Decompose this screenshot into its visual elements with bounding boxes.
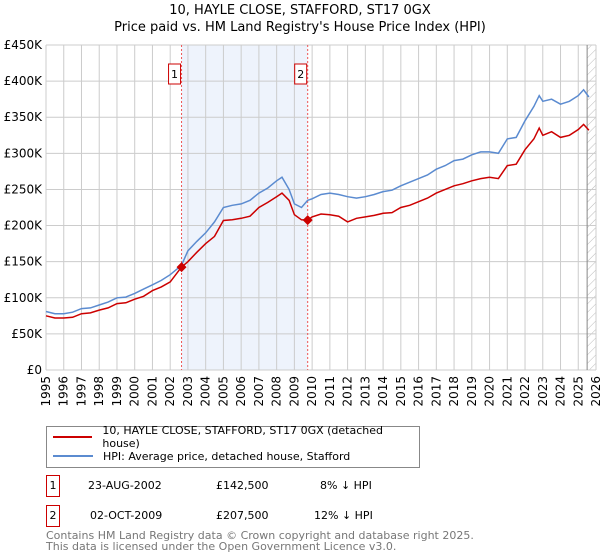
sale-point-marker (302, 215, 313, 226)
x-tick-label: 1995 (39, 376, 53, 407)
legend-item-hpi: HPI: Average price, detached house, Staf… (53, 448, 350, 464)
x-tick-label: 2013 (358, 376, 372, 407)
sale-date: 23-AUG-2002 (88, 479, 162, 492)
x-tick-label: 2011 (323, 376, 337, 407)
x-tick-label: 2025 (571, 376, 585, 407)
x-tick-label: 2010 (305, 376, 319, 407)
x-tick-label: 2002 (163, 376, 177, 407)
x-tick-label: 1997 (74, 376, 88, 407)
x-tick-label: 1996 (57, 376, 71, 407)
y-tick-label: £100K (4, 291, 44, 305)
legend-swatch-hpi (53, 455, 93, 457)
x-tick-label: 1999 (110, 376, 124, 407)
x-tick-label: 2018 (447, 376, 461, 407)
sale-hpi-diff: 8% ↓ HPI (320, 479, 372, 492)
y-tick-label: £250K (4, 182, 44, 196)
y-tick-label: £150K (4, 255, 44, 269)
sale-marker-label: 2 (46, 505, 60, 527)
legend-label-property: 10, HAYLE CLOSE, STAFFORD, ST17 0GX (det… (102, 424, 384, 450)
plot-area: 1995 1996 1997 1998 1999 2000 2001 2002 2003 2004… (4, 38, 600, 407)
x-tick-label: 2006 (234, 376, 248, 407)
y-tick-label: £200K (4, 219, 44, 233)
x-tick-label: 2019 (465, 376, 479, 407)
x-tick-label: 2005 (216, 376, 230, 407)
x-tick-label: 2007 (252, 376, 266, 407)
chart-subtitle: Price paid vs. HM Land Registry's House … (114, 20, 486, 35)
x-tick-label: 2022 (518, 376, 532, 407)
x-tick-label: 2003 (181, 376, 195, 407)
legend-swatch-property (53, 436, 93, 438)
x-tick-label: 2023 (536, 376, 550, 407)
sale-label-text: 2 (297, 68, 304, 81)
sale-hpi-diff: 12% ↓ HPI (314, 509, 373, 522)
x-tick-label: 2009 (287, 376, 301, 407)
y-tick-label: £50K (11, 327, 43, 341)
y-tick-label: £350K (4, 110, 44, 124)
x-tick-label: 2001 (145, 376, 159, 407)
sale-row-1: 1 23-AUG-2002 £142,500 8% ↓ HPI (46, 475, 446, 497)
x-tick-label: 2014 (376, 376, 390, 407)
x-tick-label: 2000 (128, 376, 142, 407)
y-tick-label: £400K (4, 74, 44, 88)
chart-title: 10, HAYLE CLOSE, STAFFORD, ST17 0GX (169, 3, 431, 18)
x-tick-label: 2016 (412, 376, 426, 407)
x-tick-label: 1998 (92, 376, 106, 407)
sale-label-box (294, 63, 308, 85)
hpi-line (45, 88, 590, 315)
footer-licence: This data is licensed under the Open Gov… (46, 540, 397, 553)
legend-item-property: 10, HAYLE CLOSE, STAFFORD, ST17 0GX (det… (53, 424, 419, 450)
x-tick-label: 2020 (483, 376, 497, 407)
x-tick-label: 2024 (554, 376, 568, 407)
sale-price: £142,500 (216, 479, 269, 492)
x-tick-label: 2021 (500, 376, 514, 407)
sale-row-2: 2 02-OCT-2009 £207,500 12% ↓ HPI (46, 505, 446, 527)
x-tick-label: 2004 (199, 376, 213, 407)
sale-date: 02-OCT-2009 (90, 509, 163, 522)
footer-copyright: Contains HM Land Registry data © Crown c… (46, 529, 474, 542)
x-tick-label: 2012 (341, 376, 355, 407)
x-tick-label: 2017 (429, 376, 443, 407)
legend-label-hpi: HPI: Average price, detached house, Staf… (103, 449, 351, 463)
sale-label-text: 1 (171, 68, 178, 81)
y-tick-label: £300K (4, 146, 44, 160)
y-tick-label: £0 (27, 363, 42, 377)
x-tick-label: 2026 (589, 376, 600, 407)
y-tick-label: £450K (4, 38, 44, 52)
sale-label-box (168, 63, 182, 85)
sale-price: £207,500 (216, 509, 269, 522)
legend: 10, HAYLE CLOSE, STAFFORD, ST17 0GX (det… (46, 424, 420, 468)
x-tick-label: 2015 (394, 376, 408, 407)
x-tick-label: 2008 (270, 376, 284, 407)
sale-marker-label: 1 (46, 475, 60, 497)
sale-point-marker (176, 262, 187, 273)
forecast-hatch (587, 45, 596, 370)
shaded-ownership-period (181, 45, 308, 370)
property-price-line (45, 123, 590, 319)
